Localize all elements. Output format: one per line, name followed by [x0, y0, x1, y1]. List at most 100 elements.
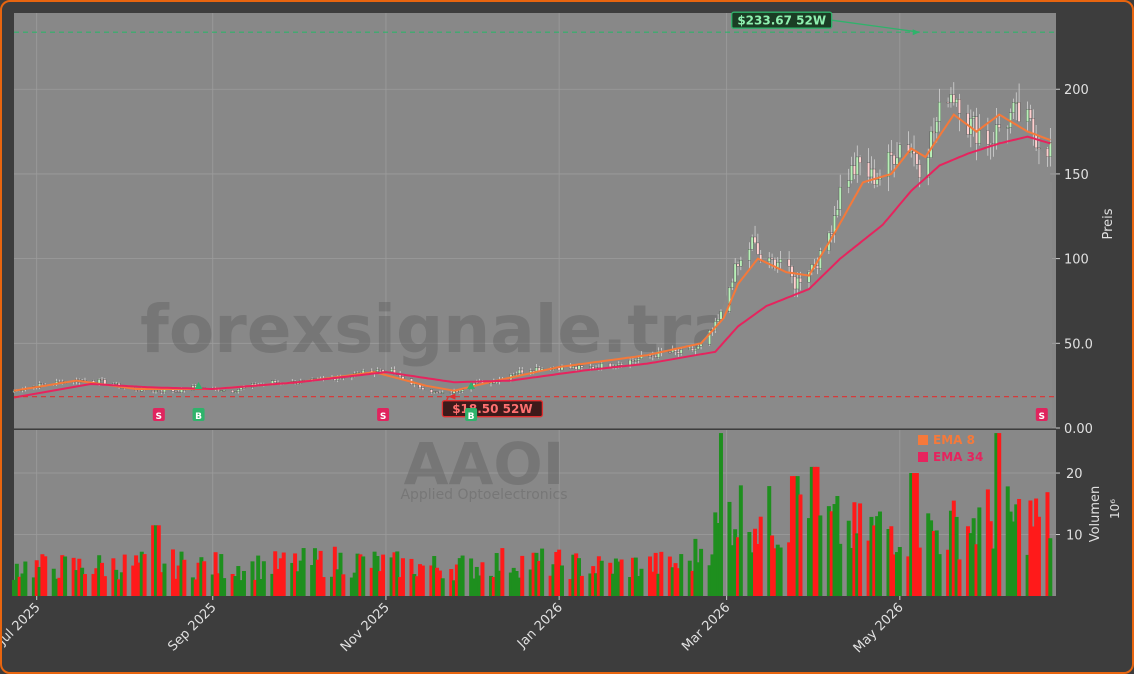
volume-bar: [946, 549, 951, 596]
volume-bar: [131, 565, 136, 596]
volume-bar: [917, 547, 922, 596]
candle-body: [952, 94, 956, 103]
candle-body: [915, 153, 919, 165]
volume-bar: [1028, 500, 1033, 596]
volume-bar: [111, 558, 116, 596]
candle-body: [657, 350, 660, 358]
candle-body: [787, 259, 791, 267]
candle-body: [591, 366, 595, 369]
volume-bar: [696, 562, 701, 596]
candle-body: [97, 379, 101, 384]
volume-bar: [599, 560, 604, 596]
volume-bar: [1045, 492, 1050, 596]
volume-bar: [355, 553, 360, 596]
signal-badge: [377, 408, 390, 421]
volume-bar: [965, 526, 970, 596]
volume-bar: [454, 564, 459, 596]
volume-bar: [866, 540, 871, 596]
candle-body: [1006, 127, 1010, 129]
candle-body: [512, 374, 516, 376]
candle-body: [696, 346, 700, 350]
price-tick-label: 50.0: [1064, 337, 1093, 352]
volume-scale-label: 10⁶: [1108, 499, 1122, 519]
volume-bar: [988, 521, 993, 596]
volume-bar: [398, 577, 403, 596]
candle-body: [438, 392, 442, 394]
volume-bar: [60, 555, 65, 596]
volume-bar: [452, 580, 457, 596]
candle-body: [997, 124, 1001, 128]
candle-body: [699, 344, 703, 347]
volume-bar: [951, 500, 956, 596]
candle-body: [571, 366, 575, 369]
candle-body: [733, 263, 737, 283]
volume-bar: [233, 576, 238, 596]
volume-bar: [787, 542, 792, 596]
volume-bar: [37, 567, 42, 596]
volume-bar: [395, 551, 400, 596]
volume-bar: [869, 516, 874, 596]
volume-bar: [909, 473, 914, 596]
candle-body: [753, 236, 757, 244]
candle-body: [1037, 147, 1041, 150]
volume-bar: [14, 563, 19, 596]
volume-bar: [838, 543, 843, 596]
candle-body: [895, 157, 899, 165]
volume-bar: [517, 577, 522, 596]
volume-bar: [670, 567, 675, 596]
volume-bar: [971, 518, 976, 596]
candle-body: [231, 390, 234, 393]
candle-body: [790, 266, 794, 277]
candle-body: [449, 392, 453, 394]
reference-label: $233.67 52W: [737, 14, 826, 28]
candle-body: [946, 101, 950, 104]
volume-bar: [196, 562, 201, 596]
volume-bar: [171, 549, 175, 596]
candle-body: [608, 363, 612, 367]
candle-body: [850, 165, 853, 181]
volume-bar: [34, 560, 39, 596]
volume-bar: [236, 566, 241, 596]
volume-bar: [676, 568, 681, 596]
volume-bar: [554, 551, 559, 596]
candle-body: [515, 373, 518, 375]
volume-bar: [332, 546, 337, 596]
candle-body: [750, 236, 754, 250]
volume-bar: [628, 576, 633, 596]
volume-bar: [420, 565, 425, 596]
volume-bar: [588, 573, 593, 596]
volume-bar: [929, 520, 934, 596]
candle-body: [926, 157, 930, 179]
volume-bar: [460, 555, 465, 596]
ema-line: [13, 135, 1051, 399]
volume-bar: [897, 546, 902, 596]
volume-bar: [1011, 521, 1016, 596]
volume-bar: [352, 572, 357, 596]
volume-bar: [409, 558, 414, 596]
volume-bar: [12, 579, 16, 596]
volume-bar: [321, 577, 326, 596]
volume-bar: [753, 528, 758, 596]
volume-bar: [429, 565, 434, 596]
volume-bar: [596, 556, 601, 596]
volume-bar: [832, 504, 837, 596]
volume-bar: [392, 552, 397, 596]
volume-bar: [895, 552, 899, 596]
volume-bar: [216, 573, 221, 596]
candle-body: [1029, 109, 1032, 119]
volume-bar: [71, 557, 76, 596]
candle-body: [654, 355, 658, 358]
volume-bar: [100, 562, 105, 596]
candle-body: [589, 366, 592, 369]
volume-bar: [537, 560, 542, 596]
volume-bar: [548, 575, 553, 596]
candle-body: [679, 349, 683, 354]
volume-bar: [1034, 498, 1039, 596]
signal-label: B: [195, 412, 202, 422]
candle-body: [160, 391, 163, 393]
volume-bar: [77, 558, 82, 596]
volume-bar: [54, 578, 59, 596]
volume-bar: [997, 433, 1002, 596]
volume-bar: [798, 494, 803, 596]
